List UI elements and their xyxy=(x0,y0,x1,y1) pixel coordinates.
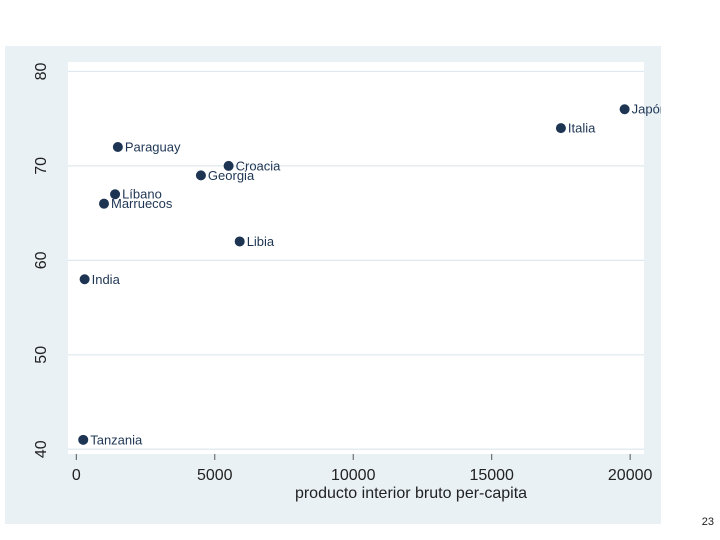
point-label: India xyxy=(92,272,121,287)
data-point xyxy=(555,123,566,134)
grid-lines xyxy=(68,70,644,450)
point-label: Croacia xyxy=(236,158,282,173)
y-tick-label: 40 xyxy=(33,440,50,458)
x-axis-ticks: 0 5000 10000 15000 20000 xyxy=(72,454,653,484)
point-label: Japón xyxy=(632,102,661,117)
point-label: Líbano xyxy=(122,187,162,202)
y-tick-label: 60 xyxy=(33,251,50,269)
y-tick-label: 50 xyxy=(33,346,50,364)
x-tick-label: 0 xyxy=(72,467,81,484)
x-axis-title: producto interior bruto per-capita xyxy=(295,485,527,502)
x-tick-label: 20000 xyxy=(608,467,653,484)
y-tick-label: 80 xyxy=(33,62,50,80)
x-tick-label: 10000 xyxy=(331,467,376,484)
data-point xyxy=(112,142,123,153)
y-axis-ticks: 40 50 60 70 80 xyxy=(33,62,50,458)
data-point xyxy=(619,104,630,115)
slide-number: 23 xyxy=(701,516,714,528)
point-label: Georgia xyxy=(208,168,255,183)
point-label: Paraguay xyxy=(125,140,181,155)
data-point xyxy=(110,189,121,200)
data-point xyxy=(79,274,90,285)
data-point xyxy=(234,236,245,247)
plot-area xyxy=(68,62,644,454)
point-label: Italia xyxy=(568,121,596,136)
chart-panel: 40 50 60 70 80 0 5000 10000 15000 20000 Japón Ita… xyxy=(5,46,661,524)
x-tick-label: 15000 xyxy=(469,467,514,484)
x-tick-label: 5000 xyxy=(197,467,233,484)
point-label: Tanzania xyxy=(90,432,143,447)
scatter-chart: 40 50 60 70 80 0 5000 10000 15000 20000 Japón Ita… xyxy=(33,62,661,502)
point-label: Libia xyxy=(247,234,275,249)
data-point xyxy=(223,160,234,171)
y-tick-label: 70 xyxy=(33,157,50,175)
data-point xyxy=(99,198,109,209)
point-label: Marruecos xyxy=(111,196,173,211)
data-point xyxy=(195,170,206,181)
data-point xyxy=(78,434,89,445)
